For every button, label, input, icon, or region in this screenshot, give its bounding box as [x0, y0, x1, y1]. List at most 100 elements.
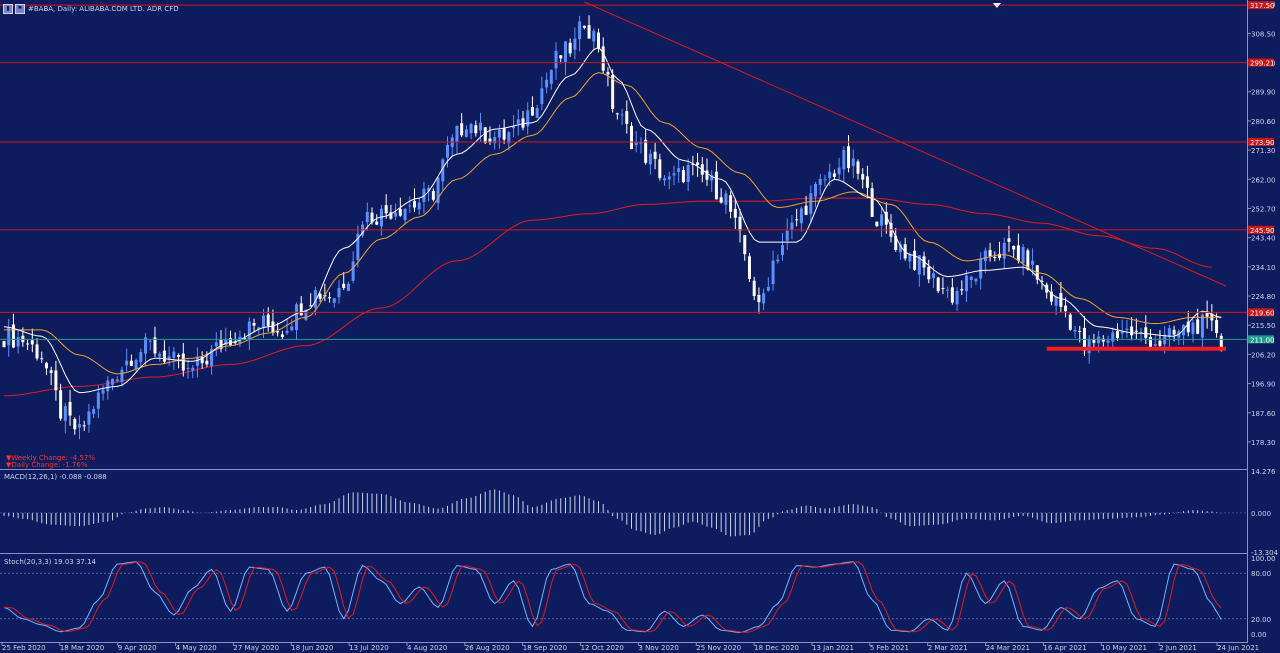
candle: [1049, 284, 1053, 306]
candle-body: [663, 178, 667, 181]
stoch-d-line: [4, 561, 1222, 633]
candle: [875, 221, 879, 228]
macd-panel[interactable]: [0, 489, 1247, 537]
shift-marker-icon[interactable]: [993, 3, 1001, 8]
candle-body: [412, 200, 416, 208]
candle: [611, 69, 615, 113]
candle: [710, 170, 714, 193]
candle: [384, 194, 388, 219]
candle: [606, 67, 610, 87]
candle: [1167, 324, 1171, 349]
candle: [851, 149, 855, 179]
candle-body: [49, 370, 53, 373]
candle: [757, 287, 761, 314]
candle: [762, 288, 766, 311]
candle: [776, 254, 780, 264]
candle: [582, 25, 586, 30]
candle-body: [828, 171, 832, 179]
candle: [186, 359, 190, 379]
candle-body: [77, 424, 81, 428]
candle: [1002, 237, 1006, 269]
x-tick-label: 13 Jul 2020: [349, 644, 389, 652]
candle: [96, 385, 100, 419]
candle-body: [73, 419, 77, 430]
candle: [403, 208, 407, 225]
candle-body: [993, 256, 997, 259]
candle-body: [115, 379, 119, 381]
candle-body: [1002, 242, 1006, 259]
price-panel[interactable]: [0, 1, 1247, 440]
candle: [667, 171, 671, 190]
candle-body: [111, 378, 115, 385]
candle: [228, 330, 232, 347]
candle: [82, 420, 86, 431]
candle: [120, 366, 124, 387]
flag-icon[interactable]: ⚑: [15, 4, 25, 14]
y-tick-label: 271.30: [1251, 147, 1276, 155]
candle-body: [790, 222, 794, 230]
stoch-panel[interactable]: [0, 561, 1247, 634]
candle: [615, 112, 619, 120]
candle: [729, 191, 733, 219]
candle: [950, 278, 954, 305]
candle: [894, 227, 898, 252]
candle-body: [1007, 238, 1011, 242]
candle: [214, 332, 218, 357]
candle: [455, 125, 459, 154]
chart-mode-icon[interactable]: ▮: [3, 4, 13, 14]
candle-body: [955, 290, 959, 305]
candle: [436, 176, 440, 210]
candle: [73, 417, 77, 435]
candle-body: [875, 221, 879, 227]
candle-body: [153, 337, 157, 354]
candle: [1130, 317, 1134, 341]
candle: [2, 340, 6, 348]
candle: [346, 281, 350, 292]
candle: [431, 188, 435, 202]
candle: [814, 181, 818, 208]
candle-body: [738, 216, 742, 231]
candle: [880, 207, 884, 237]
candle-body: [394, 212, 398, 217]
candle-body: [446, 144, 450, 158]
candle: [1134, 318, 1138, 340]
candle: [738, 209, 742, 243]
candle-body: [856, 161, 860, 174]
stoch-tick-label: 100.00: [1251, 555, 1276, 563]
candle: [412, 188, 416, 213]
candle: [898, 241, 902, 260]
candle: [705, 158, 709, 186]
candle: [16, 329, 20, 354]
x-tick-label: 12 Oct 2020: [581, 644, 624, 652]
candle-body: [1200, 314, 1204, 338]
candle-body: [205, 360, 209, 365]
candle: [342, 271, 346, 291]
level-label-bg: [1248, 225, 1274, 234]
candle-body: [521, 118, 525, 128]
candle: [153, 326, 157, 358]
candle: [644, 129, 648, 165]
candle-body: [747, 256, 751, 279]
candle-body: [998, 253, 1002, 258]
x-tick-label: 4 Aug 2020: [407, 644, 447, 652]
candle-body: [861, 174, 865, 180]
candle: [177, 353, 181, 369]
candle-body: [710, 175, 714, 181]
candle-body: [969, 276, 973, 281]
ma-white-line: [3, 46, 1222, 394]
candle: [280, 330, 284, 340]
candle: [77, 415, 81, 440]
candle: [870, 182, 874, 217]
candle: [1021, 244, 1025, 276]
candle-body: [186, 367, 190, 369]
level-label-bg: [1248, 137, 1274, 146]
candle-body: [92, 409, 96, 414]
candle-body: [729, 195, 733, 212]
candle-body: [257, 327, 261, 330]
candle-body: [894, 235, 898, 251]
candle: [733, 198, 737, 229]
candle-body: [771, 260, 775, 285]
candle-body: [224, 339, 228, 346]
chart-toolbar: ▮ ⚑: [3, 4, 25, 14]
candle-body: [1087, 338, 1091, 354]
